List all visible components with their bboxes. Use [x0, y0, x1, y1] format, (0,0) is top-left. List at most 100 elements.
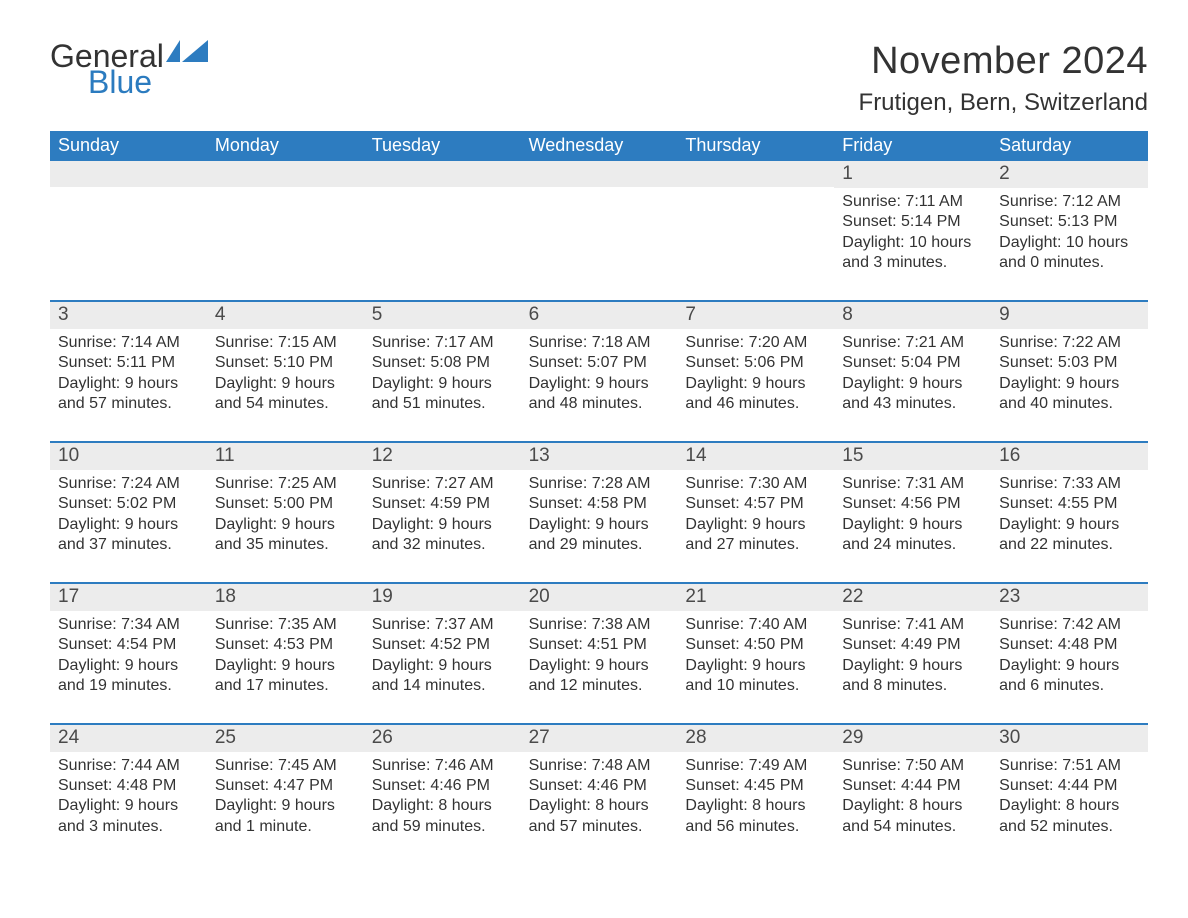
- day-number: 8: [842, 304, 853, 325]
- weekday-header: Wednesday: [521, 131, 678, 161]
- day-number-row: 20: [521, 584, 678, 611]
- day-number: 23: [999, 586, 1020, 607]
- day-info: Sunrise: 7:20 AMSunset: 5:06 PMDaylight:…: [685, 333, 826, 415]
- sunset-line: Sunset: 4:58 PM: [529, 494, 670, 514]
- sunrise-line: Sunrise: 7:12 AM: [999, 192, 1140, 212]
- day-cell: 7 Sunrise: 7:20 AMSunset: 5:06 PMDaylight…: [677, 302, 834, 423]
- day-number-row: 9: [991, 302, 1148, 329]
- location-subtitle: Frutigen, Bern, Switzerland: [859, 89, 1148, 117]
- sunset-line: Sunset: 4:55 PM: [999, 494, 1140, 514]
- day-number-row: 2: [991, 161, 1148, 188]
- sunrise-line: Sunrise: 7:28 AM: [529, 474, 670, 494]
- day-info: Sunrise: 7:17 AMSunset: 5:08 PMDaylight:…: [372, 333, 513, 415]
- day-number-row: 24: [50, 725, 207, 752]
- daylight-line: Daylight: 9 hours and 40 minutes.: [999, 374, 1140, 415]
- day-info: Sunrise: 7:38 AMSunset: 4:51 PMDaylight:…: [529, 615, 670, 697]
- day-info: Sunrise: 7:50 AMSunset: 4:44 PMDaylight:…: [842, 756, 983, 838]
- day-number: 29: [842, 727, 863, 748]
- calendar: SundayMondayTuesdayWednesdayThursdayFrid…: [50, 131, 1148, 845]
- logo: General Blue: [50, 40, 208, 98]
- day-cell: 26Sunrise: 7:46 AMSunset: 4:46 PMDayligh…: [364, 725, 521, 846]
- weekday-header: Sunday: [50, 131, 207, 161]
- sunrise-line: Sunrise: 7:38 AM: [529, 615, 670, 635]
- day-cell: 16Sunrise: 7:33 AMSunset: 4:55 PMDayligh…: [991, 443, 1148, 564]
- sunrise-line: Sunrise: 7:22 AM: [999, 333, 1140, 353]
- weekday-header-row: SundayMondayTuesdayWednesdayThursdayFrid…: [50, 131, 1148, 161]
- day-info: Sunrise: 7:22 AMSunset: 5:03 PMDaylight:…: [999, 333, 1140, 415]
- weekday-header: Thursday: [677, 131, 834, 161]
- day-number: 20: [529, 586, 550, 607]
- sunset-line: Sunset: 4:44 PM: [999, 776, 1140, 796]
- day-number-row: 17: [50, 584, 207, 611]
- day-info: Sunrise: 7:51 AMSunset: 4:44 PMDaylight:…: [999, 756, 1140, 838]
- day-number-row: 4: [207, 302, 364, 329]
- day-cell: 21Sunrise: 7:40 AMSunset: 4:50 PMDayligh…: [677, 584, 834, 705]
- sunrise-line: Sunrise: 7:14 AM: [58, 333, 199, 353]
- sunrise-line: Sunrise: 7:15 AM: [215, 333, 356, 353]
- sunset-line: Sunset: 5:00 PM: [215, 494, 356, 514]
- day-cell: 2Sunrise: 7:12 AMSunset: 5:13 PMDaylight…: [991, 161, 1148, 282]
- day-info: Sunrise: 7:11 AMSunset: 5:14 PMDaylight:…: [842, 192, 983, 274]
- day-number-row: 1: [834, 161, 991, 188]
- day-number: 3: [58, 304, 69, 325]
- day-info: Sunrise: 7:15 AMSunset: 5:10 PMDaylight:…: [215, 333, 356, 415]
- daylight-line: Daylight: 8 hours and 57 minutes.: [529, 796, 670, 837]
- day-info: Sunrise: 7:18 AMSunset: 5:07 PMDaylight:…: [529, 333, 670, 415]
- day-number: 5: [372, 304, 383, 325]
- day-info: Sunrise: 7:46 AMSunset: 4:46 PMDaylight:…: [372, 756, 513, 838]
- daylight-line: Daylight: 9 hours and 1 minute.: [215, 796, 356, 837]
- sunrise-line: Sunrise: 7:46 AM: [372, 756, 513, 776]
- sunset-line: Sunset: 4:46 PM: [372, 776, 513, 796]
- sunrise-line: Sunrise: 7:35 AM: [215, 615, 356, 635]
- day-number-row: 15: [834, 443, 991, 470]
- sunrise-line: Sunrise: 7:42 AM: [999, 615, 1140, 635]
- daylight-line: Daylight: 10 hours and 0 minutes.: [999, 233, 1140, 274]
- daylight-line: Daylight: 9 hours and 22 minutes.: [999, 515, 1140, 556]
- daylight-line: Daylight: 9 hours and 32 minutes.: [372, 515, 513, 556]
- sunset-line: Sunset: 4:53 PM: [215, 635, 356, 655]
- day-number: 15: [842, 445, 863, 466]
- day-number: 4: [215, 304, 226, 325]
- day-cell: 30 Sunrise: 7:51 AMSunset: 4:44 PMDayligh…: [991, 725, 1148, 846]
- day-number: 2: [999, 163, 1010, 184]
- day-info: Sunrise: 7:48 AMSunset: 4:46 PMDaylight:…: [529, 756, 670, 838]
- day-number-row: 14: [677, 443, 834, 470]
- day-number: 27: [529, 727, 550, 748]
- day-cell: 25Sunrise: 7:45 AMSunset: 4:47 PMDayligh…: [207, 725, 364, 846]
- sunset-line: Sunset: 4:57 PM: [685, 494, 826, 514]
- sunset-line: Sunset: 4:45 PM: [685, 776, 826, 796]
- day-cell: [364, 161, 521, 282]
- day-number-row: 21: [677, 584, 834, 611]
- day-number: 19: [372, 586, 393, 607]
- sunrise-line: Sunrise: 7:50 AM: [842, 756, 983, 776]
- day-number-row: 8: [834, 302, 991, 329]
- daylight-line: Daylight: 9 hours and 10 minutes.: [685, 656, 826, 697]
- sunrise-line: Sunrise: 7:20 AM: [685, 333, 826, 353]
- daylight-line: Daylight: 9 hours and 19 minutes.: [58, 656, 199, 697]
- day-info: Sunrise: 7:42 AMSunset: 4:48 PMDaylight:…: [999, 615, 1140, 697]
- day-info: Sunrise: 7:41 AMSunset: 4:49 PMDaylight:…: [842, 615, 983, 697]
- day-number: 21: [685, 586, 706, 607]
- day-number: 17: [58, 586, 79, 607]
- day-cell: 28Sunrise: 7:49 AMSunset: 4:45 PMDayligh…: [677, 725, 834, 846]
- day-info: Sunrise: 7:44 AMSunset: 4:48 PMDaylight:…: [58, 756, 199, 838]
- sunrise-line: Sunrise: 7:37 AM: [372, 615, 513, 635]
- day-number-row: 7: [677, 302, 834, 329]
- day-cell: 6Sunrise: 7:18 AMSunset: 5:07 PMDaylight…: [521, 302, 678, 423]
- day-number: 18: [215, 586, 236, 607]
- day-cell: [677, 161, 834, 282]
- day-number: 30: [999, 727, 1020, 748]
- daylight-line: Daylight: 9 hours and 8 minutes.: [842, 656, 983, 697]
- day-info: Sunrise: 7:28 AMSunset: 4:58 PMDaylight:…: [529, 474, 670, 556]
- sunset-line: Sunset: 5:02 PM: [58, 494, 199, 514]
- sunrise-line: Sunrise: 7:41 AM: [842, 615, 983, 635]
- sunset-line: Sunset: 4:51 PM: [529, 635, 670, 655]
- sunset-line: Sunset: 5:14 PM: [842, 212, 983, 232]
- sunset-line: Sunset: 4:50 PM: [685, 635, 826, 655]
- day-number: 24: [58, 727, 79, 748]
- day-number-row: 30: [991, 725, 1148, 752]
- empty-day-row: [50, 161, 207, 187]
- daylight-line: Daylight: 9 hours and 43 minutes.: [842, 374, 983, 415]
- daylight-line: Daylight: 9 hours and 51 minutes.: [372, 374, 513, 415]
- sunset-line: Sunset: 5:06 PM: [685, 353, 826, 373]
